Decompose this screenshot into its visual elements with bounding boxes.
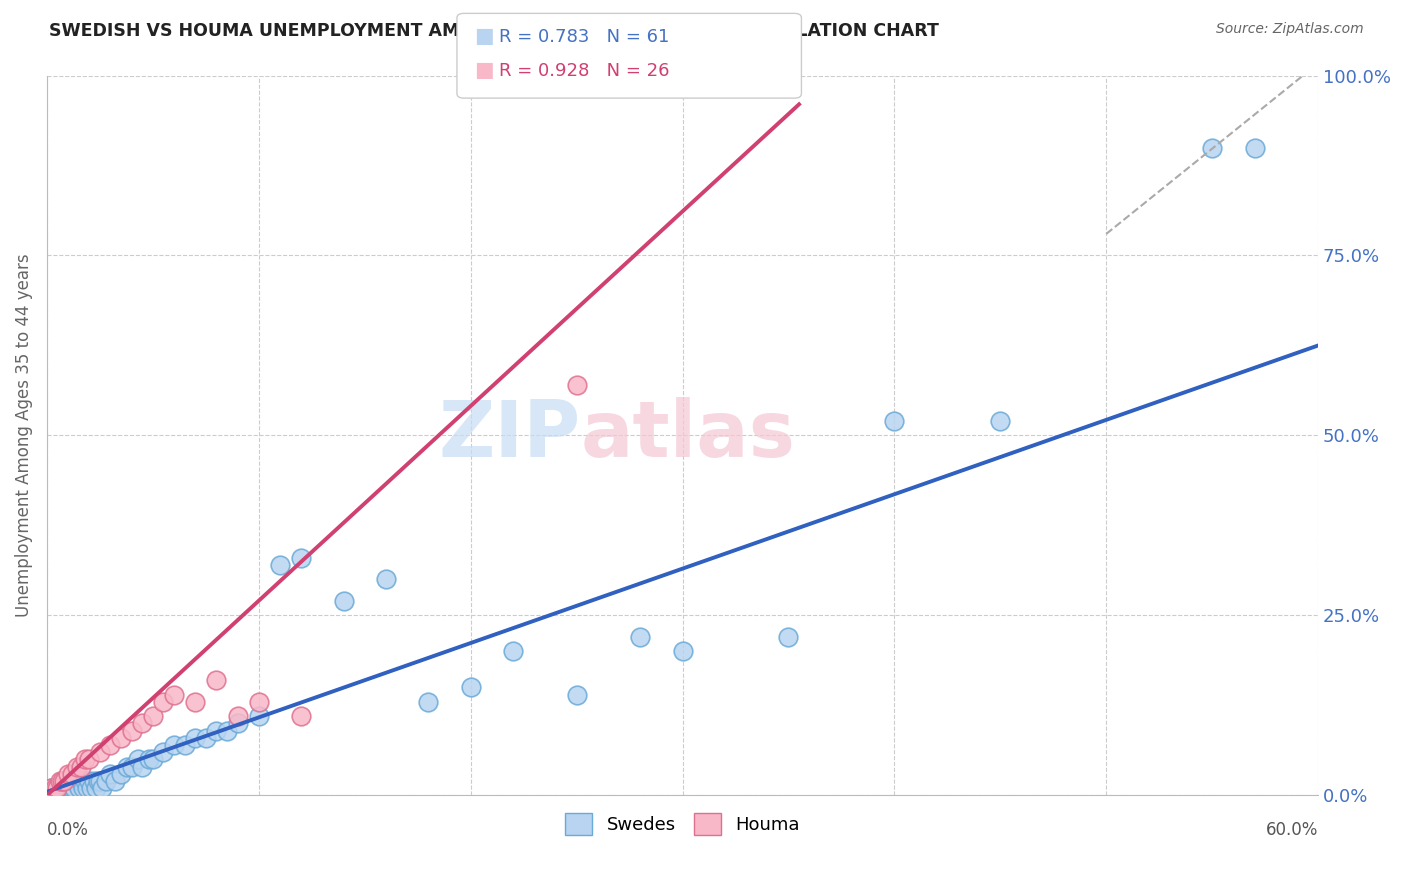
Point — [418, 695, 440, 709]
Point — [76, 781, 98, 796]
Point — [173, 738, 195, 752]
Point — [46, 781, 69, 796]
Point — [73, 774, 96, 789]
Point — [194, 731, 217, 745]
Point — [87, 774, 110, 789]
Point — [67, 774, 90, 789]
Point — [69, 759, 91, 773]
Point — [104, 774, 127, 789]
Point — [96, 774, 118, 789]
Point — [69, 774, 91, 789]
Point — [121, 723, 143, 738]
Point — [269, 558, 291, 572]
Point — [290, 550, 312, 565]
Point — [100, 738, 122, 752]
Point — [205, 673, 228, 688]
Point — [51, 781, 73, 796]
Point — [60, 774, 83, 789]
Point — [55, 781, 77, 796]
Point — [226, 709, 249, 723]
Point — [110, 731, 132, 745]
Text: 0.0%: 0.0% — [46, 821, 89, 839]
Point — [205, 723, 228, 738]
Point — [121, 759, 143, 773]
Point — [374, 573, 396, 587]
Legend: Swedes, Houma: Swedes, Houma — [557, 804, 808, 844]
Point — [73, 752, 96, 766]
Point — [778, 630, 800, 644]
Point — [51, 774, 73, 789]
Text: atlas: atlas — [581, 398, 796, 474]
Text: ZIP: ZIP — [439, 398, 581, 474]
Point — [163, 738, 186, 752]
Point — [184, 695, 207, 709]
Point — [565, 378, 588, 392]
Point — [117, 759, 139, 773]
Point — [138, 752, 160, 766]
Text: Source: ZipAtlas.com: Source: ZipAtlas.com — [1216, 22, 1364, 37]
Point — [131, 716, 153, 731]
Point — [91, 781, 114, 796]
Point — [39, 781, 62, 796]
Point — [39, 781, 62, 796]
Point — [60, 766, 83, 780]
Point — [460, 681, 482, 695]
Point — [152, 745, 174, 759]
Point — [48, 781, 70, 796]
Point — [89, 745, 111, 759]
Point — [56, 766, 79, 780]
Point — [60, 781, 83, 796]
Point — [52, 781, 75, 796]
Point — [883, 414, 905, 428]
Point — [65, 774, 87, 789]
Point — [988, 414, 1011, 428]
Point — [127, 752, 149, 766]
Point — [56, 774, 79, 789]
Point — [72, 781, 94, 796]
Point — [247, 709, 270, 723]
Point — [628, 630, 651, 644]
Point — [163, 688, 186, 702]
Point — [184, 731, 207, 745]
Point — [131, 759, 153, 773]
Point — [502, 644, 524, 658]
Point — [83, 774, 105, 789]
Point — [84, 781, 107, 796]
Point — [77, 752, 100, 766]
Point — [52, 774, 75, 789]
Point — [110, 766, 132, 780]
Text: ■: ■ — [474, 60, 494, 79]
Point — [332, 594, 354, 608]
Point — [77, 774, 100, 789]
Text: R = 0.928   N = 26: R = 0.928 N = 26 — [499, 62, 669, 80]
Point — [247, 695, 270, 709]
Point — [1201, 140, 1223, 154]
Point — [44, 781, 66, 796]
Point — [1243, 140, 1265, 154]
Point — [152, 695, 174, 709]
Point — [89, 774, 111, 789]
Point — [142, 709, 165, 723]
Text: R = 0.783   N = 61: R = 0.783 N = 61 — [499, 29, 669, 46]
Text: SWEDISH VS HOUMA UNEMPLOYMENT AMONG AGES 35 TO 44 YEARS CORRELATION CHART: SWEDISH VS HOUMA UNEMPLOYMENT AMONG AGES… — [49, 22, 939, 40]
Point — [226, 716, 249, 731]
Point — [80, 781, 103, 796]
Point — [56, 781, 79, 796]
Text: ■: ■ — [474, 26, 494, 45]
Point — [67, 781, 90, 796]
Point — [44, 781, 66, 796]
Point — [671, 644, 693, 658]
Point — [48, 774, 70, 789]
Text: 60.0%: 60.0% — [1265, 821, 1319, 839]
Point — [215, 723, 238, 738]
Point — [100, 766, 122, 780]
Point — [290, 709, 312, 723]
Y-axis label: Unemployment Among Ages 35 to 44 years: Unemployment Among Ages 35 to 44 years — [15, 253, 32, 617]
Point — [63, 781, 86, 796]
Point — [142, 752, 165, 766]
Point — [65, 759, 87, 773]
Point — [46, 781, 69, 796]
Point — [565, 688, 588, 702]
Point — [59, 781, 82, 796]
